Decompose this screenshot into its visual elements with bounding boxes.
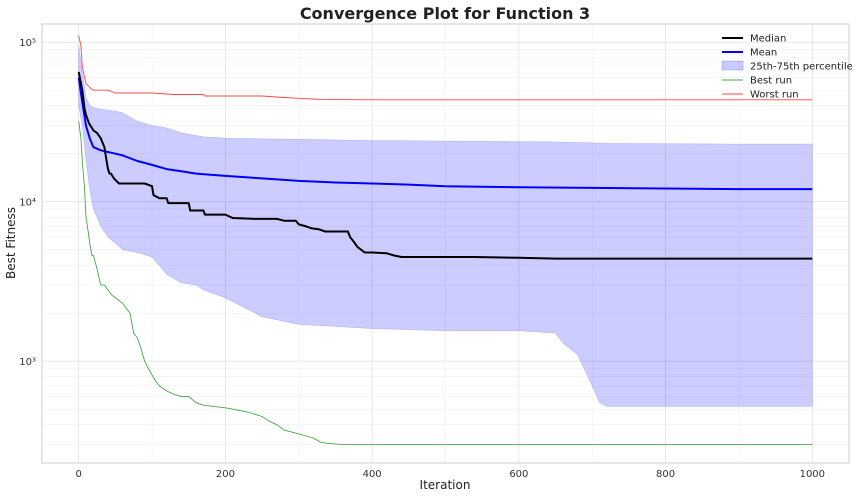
x-tick-label: 400 <box>363 469 382 480</box>
legend-label-25th-75th-percentile: 25th-75th percentile <box>750 62 853 73</box>
major-grid <box>42 24 849 463</box>
y-tick-label: 10⁵ <box>19 38 36 49</box>
y-tick-label: 10³ <box>19 357 36 368</box>
x-tick-label: 800 <box>656 469 675 480</box>
chart-title: Convergence Plot for Function 3 <box>300 4 590 23</box>
median-line <box>77 71 813 260</box>
x-tick-label: 200 <box>216 469 235 480</box>
plot-frame <box>41 23 850 464</box>
series-layer <box>77 35 813 446</box>
y-tick-label: 10⁴ <box>19 198 36 209</box>
percentile-band-layer <box>78 45 813 407</box>
x-tick-label: 0 <box>75 469 81 480</box>
percentile-band <box>78 45 813 407</box>
worst-run-line <box>78 35 813 101</box>
y-axis-ticks: 10³ 10⁴ 10⁵ <box>19 38 36 368</box>
x-axis-label: Iteration <box>420 478 471 492</box>
x-axis-ticks: 0 200 400 600 800 1000 <box>75 469 825 480</box>
best-run-line <box>78 121 813 446</box>
legend-label-best-run: Best run <box>750 76 792 87</box>
mean-line <box>77 77 813 191</box>
legend: Median Mean 25th-75th percentile Best run Wo… <box>721 34 853 101</box>
legend-label-median: Median <box>750 34 786 45</box>
x-tick-label: 600 <box>509 469 528 480</box>
y-axis-label: Best Fitness <box>4 207 18 279</box>
x-tick-label: 1000 <box>800 469 825 480</box>
legend-swatch-25th-75th-percentile <box>721 60 744 71</box>
legend-label-mean: Mean <box>750 48 777 59</box>
legend-label-worst-run: Worst run <box>750 90 799 101</box>
